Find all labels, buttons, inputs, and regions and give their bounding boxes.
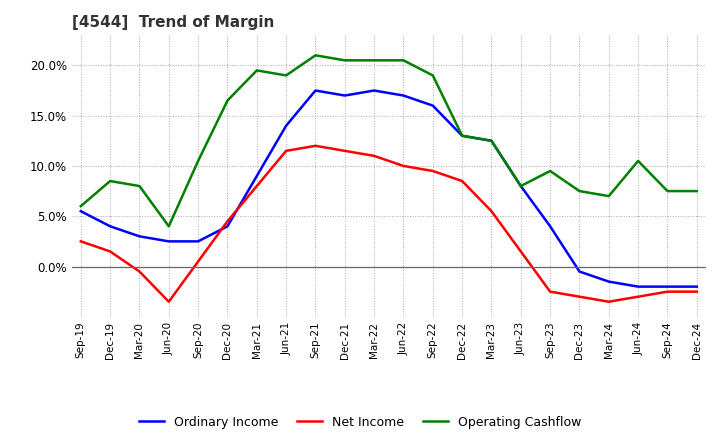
Operating Cashflow — [135, 183, 144, 189]
Operating Cashflow — [282, 73, 290, 78]
Ordinary Income — [76, 209, 85, 214]
Ordinary Income — [458, 133, 467, 139]
Line: Net Income: Net Income — [81, 146, 697, 302]
Net Income — [370, 153, 379, 158]
Net Income — [428, 169, 437, 174]
Operating Cashflow — [575, 188, 584, 194]
Net Income — [194, 259, 202, 264]
Ordinary Income — [663, 284, 672, 289]
Text: [4544]  Trend of Margin: [4544] Trend of Margin — [72, 15, 274, 30]
Operating Cashflow — [341, 58, 349, 63]
Ordinary Income — [341, 93, 349, 98]
Operating Cashflow — [693, 188, 701, 194]
Ordinary Income — [370, 88, 379, 93]
Ordinary Income — [135, 234, 144, 239]
Operating Cashflow — [546, 169, 554, 174]
Net Income — [487, 209, 496, 214]
Ordinary Income — [605, 279, 613, 284]
Ordinary Income — [311, 88, 320, 93]
Net Income — [253, 183, 261, 189]
Net Income — [634, 294, 642, 299]
Operating Cashflow — [428, 73, 437, 78]
Net Income — [693, 289, 701, 294]
Ordinary Income — [282, 123, 290, 128]
Net Income — [76, 239, 85, 244]
Net Income — [575, 294, 584, 299]
Ordinary Income — [575, 269, 584, 274]
Ordinary Income — [253, 173, 261, 179]
Ordinary Income — [194, 239, 202, 244]
Ordinary Income — [223, 224, 232, 229]
Operating Cashflow — [106, 178, 114, 183]
Operating Cashflow — [223, 98, 232, 103]
Operating Cashflow — [164, 224, 173, 229]
Ordinary Income — [106, 224, 114, 229]
Net Income — [516, 249, 525, 254]
Operating Cashflow — [605, 194, 613, 199]
Operating Cashflow — [253, 68, 261, 73]
Ordinary Income — [516, 183, 525, 189]
Line: Operating Cashflow: Operating Cashflow — [81, 55, 697, 226]
Operating Cashflow — [194, 158, 202, 164]
Ordinary Income — [399, 93, 408, 98]
Operating Cashflow — [516, 183, 525, 189]
Ordinary Income — [693, 284, 701, 289]
Line: Ordinary Income: Ordinary Income — [81, 91, 697, 286]
Operating Cashflow — [370, 58, 379, 63]
Ordinary Income — [546, 224, 554, 229]
Operating Cashflow — [458, 133, 467, 139]
Net Income — [282, 148, 290, 154]
Net Income — [341, 148, 349, 154]
Net Income — [605, 299, 613, 304]
Net Income — [311, 143, 320, 148]
Ordinary Income — [428, 103, 437, 108]
Net Income — [663, 289, 672, 294]
Operating Cashflow — [399, 58, 408, 63]
Net Income — [106, 249, 114, 254]
Net Income — [546, 289, 554, 294]
Net Income — [223, 219, 232, 224]
Net Income — [458, 178, 467, 183]
Operating Cashflow — [663, 188, 672, 194]
Operating Cashflow — [76, 204, 85, 209]
Operating Cashflow — [487, 138, 496, 143]
Operating Cashflow — [634, 158, 642, 164]
Net Income — [164, 299, 173, 304]
Net Income — [135, 269, 144, 274]
Ordinary Income — [634, 284, 642, 289]
Ordinary Income — [164, 239, 173, 244]
Net Income — [399, 163, 408, 169]
Legend: Ordinary Income, Net Income, Operating Cashflow: Ordinary Income, Net Income, Operating C… — [134, 411, 586, 434]
Ordinary Income — [487, 138, 496, 143]
Operating Cashflow — [311, 53, 320, 58]
